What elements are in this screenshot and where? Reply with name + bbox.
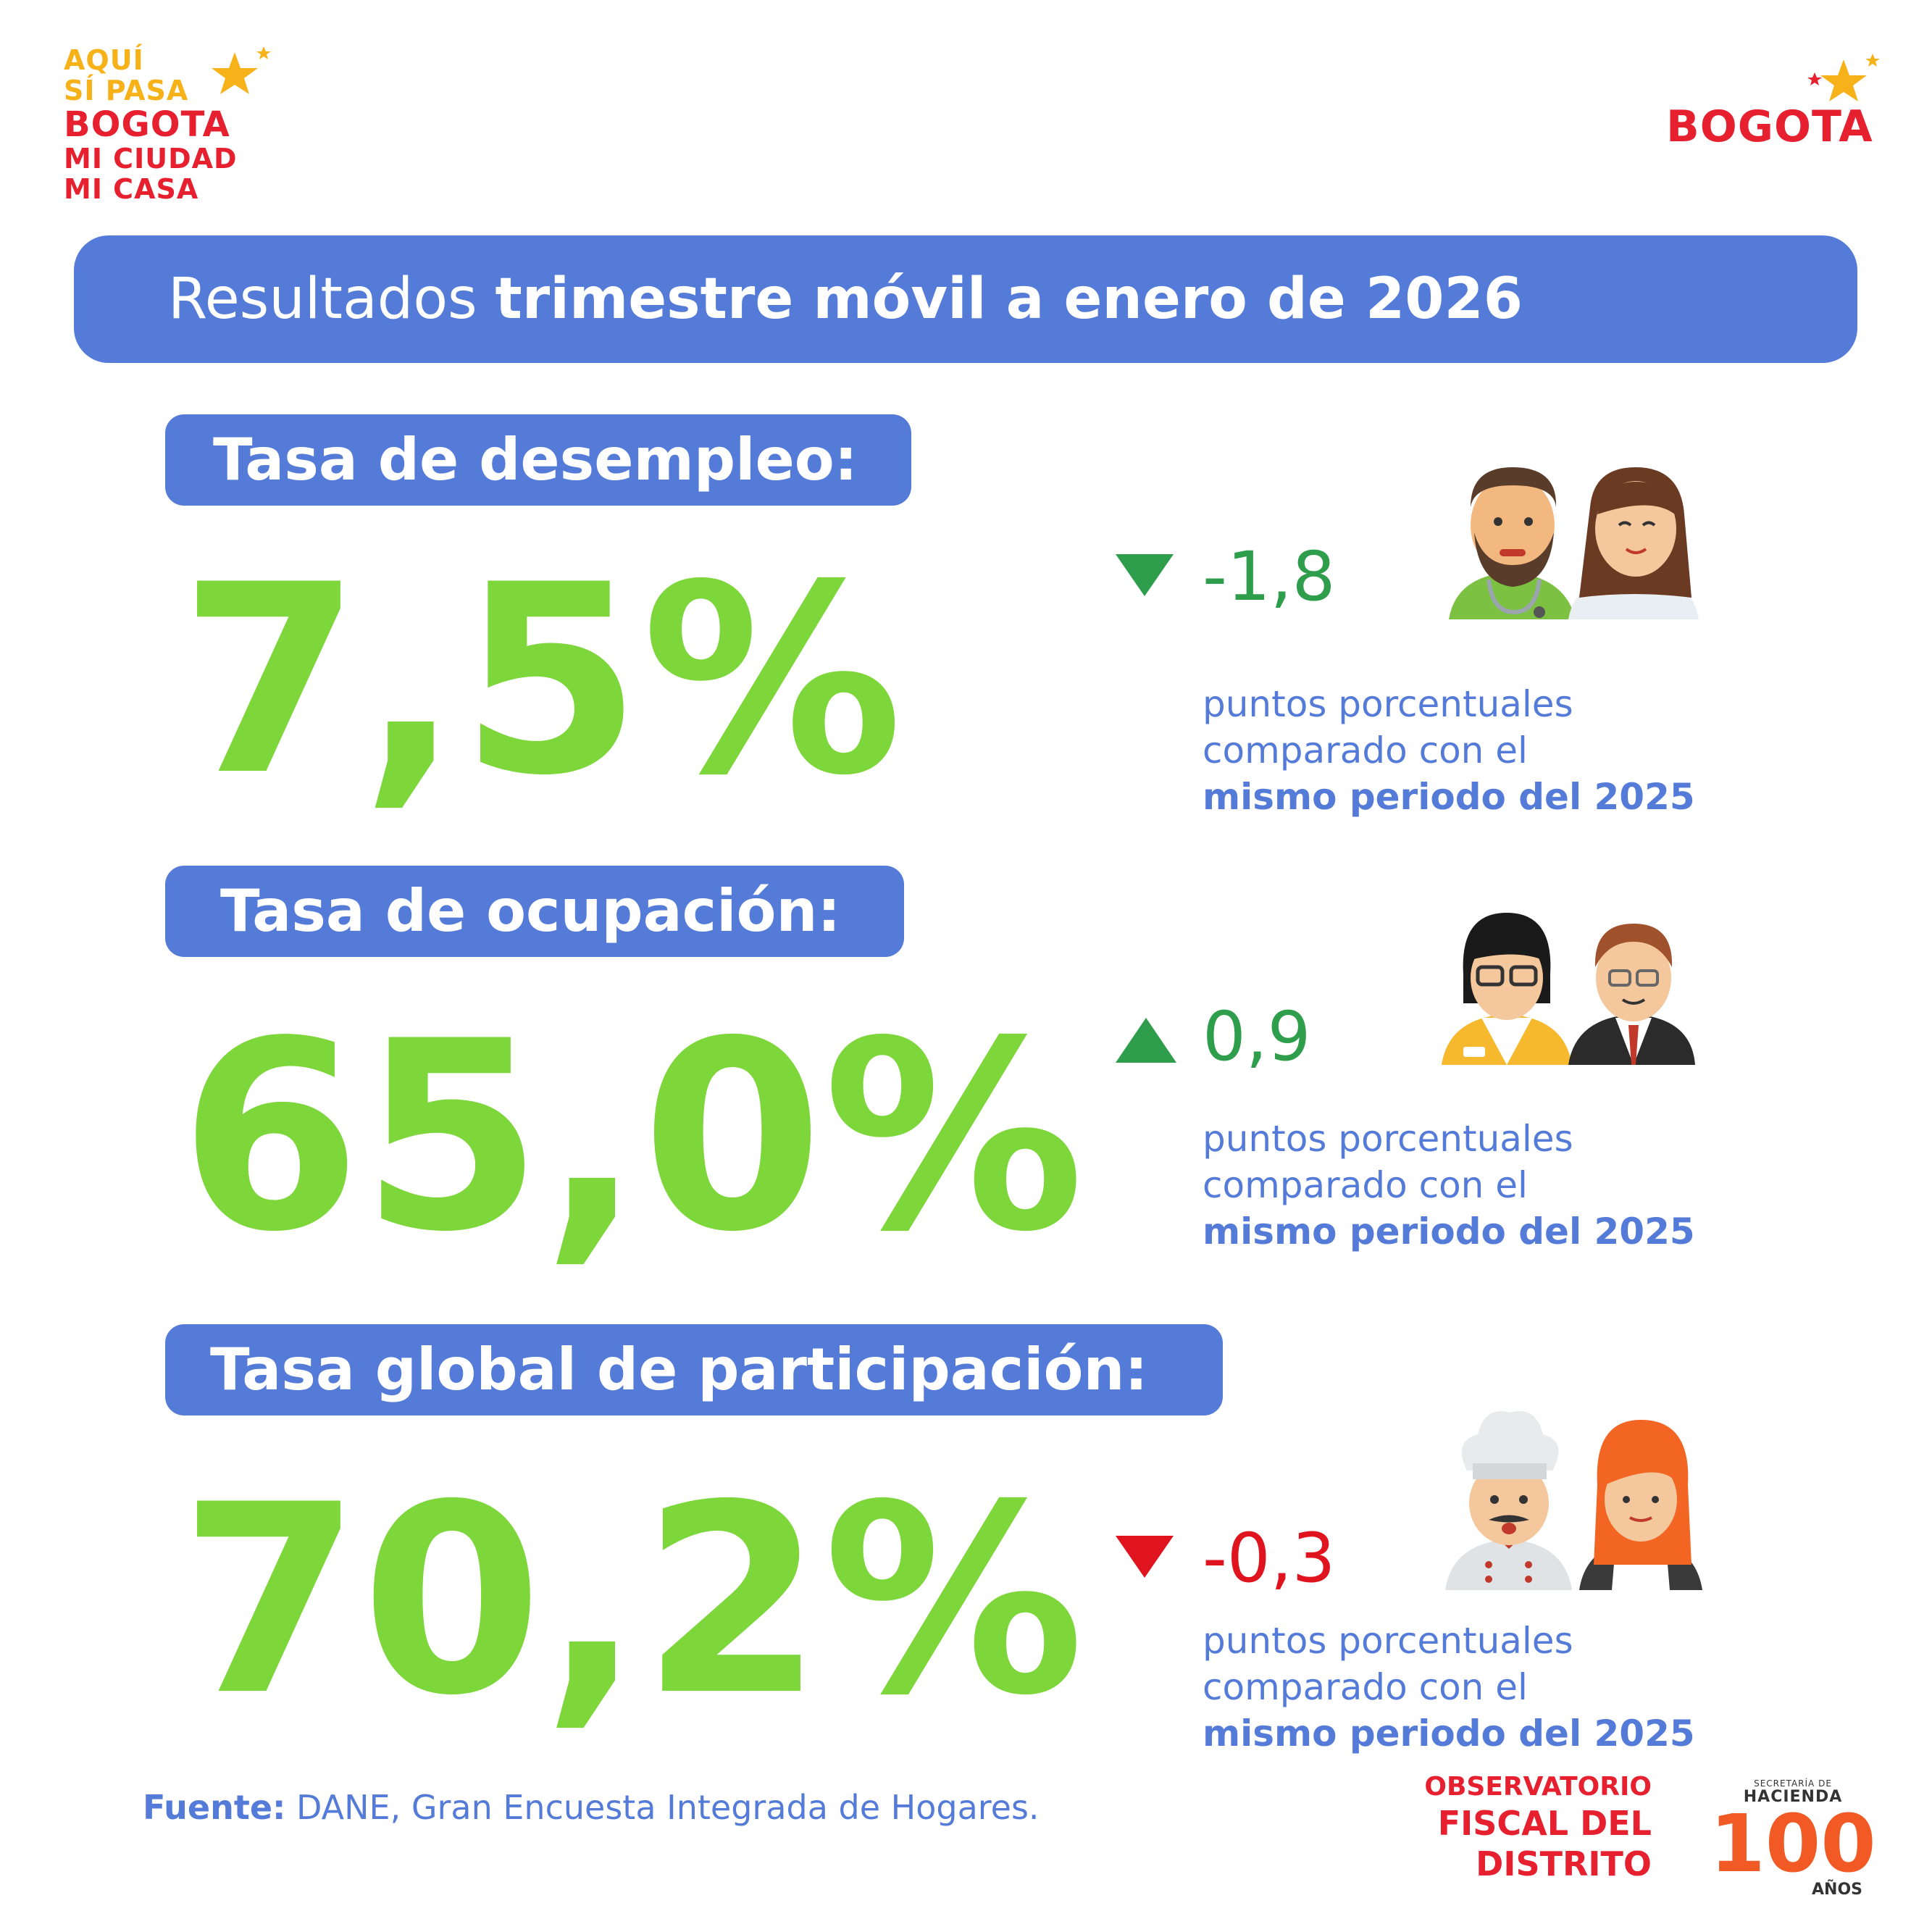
down-arrow-icon — [1116, 554, 1174, 596]
campaign-line-4: MI CIUDAD — [64, 143, 238, 175]
header-title: Resultados trimestre móvil a enero de 20… — [168, 235, 1523, 363]
note-line-2: comparado con el — [1203, 1164, 1528, 1206]
doctor-nurse-icon — [1449, 467, 1699, 619]
note-line-1: puntos porcentuales — [1203, 1118, 1573, 1160]
campaign-line-5: MI CASA — [64, 173, 199, 205]
note-line-1: puntos porcentuales — [1203, 683, 1573, 725]
participation-label-pill: Tasa global de participación: — [165, 1324, 1223, 1415]
source-label: Fuente: — [143, 1788, 286, 1827]
note-line-1: puntos porcentuales — [1203, 1620, 1573, 1662]
office-workers-icon — [1442, 913, 1695, 1065]
hacienda-number: 100 — [1710, 1797, 1876, 1890]
note-line-2: comparado con el — [1203, 729, 1528, 771]
note-line-2: comparado con el — [1203, 1666, 1528, 1708]
employment-value: 65,0% — [180, 985, 1084, 1289]
unemployment-value: 7,5% — [180, 529, 903, 832]
employment-label: Tasa de ocupación: — [220, 877, 841, 945]
employment-delta: 0,9 — [1203, 998, 1311, 1076]
chef-waitress-icon — [1445, 1411, 1702, 1590]
bogota-logo-text: BOGOTA — [1666, 101, 1873, 152]
campaign-line-2: SÍ PASA — [64, 75, 189, 106]
source-note: Fuente: DANE, Gran Encuesta Integrada de… — [143, 1788, 1040, 1827]
employment-note: puntos porcentuales comparado con el mis… — [1203, 1116, 1753, 1255]
observatory-logo: OBSERVATORIO FISCAL DEL DISTRITO — [1318, 1771, 1652, 1884]
unemployment-note: puntos porcentuales comparado con el mis… — [1203, 681, 1753, 820]
employment-label-pill: Tasa de ocupación: — [165, 866, 904, 957]
participation-label: Tasa global de participación: — [210, 1336, 1148, 1403]
unemployment-delta: -1,8 — [1203, 538, 1336, 616]
down-arrow-icon — [1116, 1536, 1174, 1578]
header-banner: Resultados trimestre móvil a enero de 20… — [74, 235, 1857, 363]
header-title-bold: trimestre móvil a enero de 2026 — [495, 267, 1523, 332]
hacienda-line-3: AÑOS — [1812, 1881, 1862, 1899]
hacienda-100-logo: SECRETARÍA DE HACIENDA 100 AÑOS — [1706, 1778, 1880, 1899]
participation-delta: -0,3 — [1203, 1519, 1336, 1598]
source-text: DANE, Gran Encuesta Integrada de Hogares… — [296, 1788, 1040, 1827]
bogota-logo: BOGOTA — [1666, 54, 1883, 159]
unemployment-label-pill: Tasa de desempleo: — [165, 414, 911, 506]
participation-note: puntos porcentuales comparado con el mis… — [1203, 1618, 1753, 1757]
unemployment-label: Tasa de desempleo: — [213, 426, 858, 493]
star-icon — [212, 46, 271, 94]
campaign-logo: AQUÍ SÍ PASA BOGOTA MI CIUDAD MI CASA — [64, 45, 281, 212]
hacienda-line-2: HACIENDA — [1743, 1788, 1843, 1806]
header-title-light: Resultados — [168, 267, 477, 332]
star-icon — [1807, 54, 1880, 101]
note-line-3: mismo periodo del 2025 — [1203, 776, 1695, 818]
participation-value: 70,2% — [180, 1449, 1084, 1752]
up-arrow-icon — [1116, 1018, 1176, 1063]
observatory-line-2: FISCAL DEL DISTRITO — [1437, 1804, 1652, 1883]
note-line-3: mismo periodo del 2025 — [1203, 1210, 1695, 1253]
hacienda-line-1: SECRETARÍA DE — [1754, 1778, 1832, 1789]
note-line-3: mismo periodo del 2025 — [1203, 1713, 1695, 1755]
campaign-line-3: BOGOTA — [64, 104, 230, 145]
observatory-line-1: OBSERVATORIO — [1424, 1772, 1652, 1802]
campaign-line-1: AQUÍ — [64, 44, 144, 76]
